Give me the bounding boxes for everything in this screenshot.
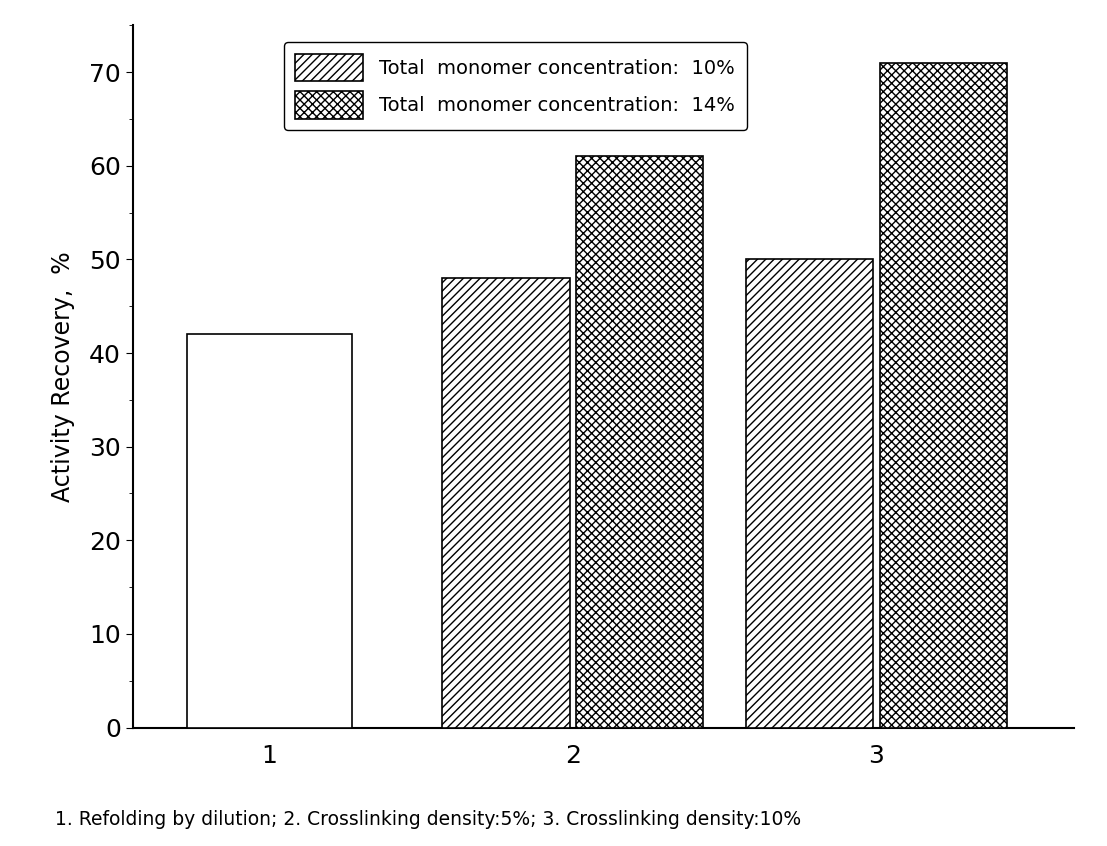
Legend: Total  monomer concentration:  10%, Total  monomer concentration:  14%: Total monomer concentration: 10%, Total …: [283, 42, 746, 130]
Bar: [576, 157, 703, 728]
Bar: [880, 63, 1007, 728]
Y-axis label: Activity Recovery,  %: Activity Recovery, %: [51, 251, 75, 502]
Bar: [443, 278, 570, 728]
Bar: [746, 260, 873, 728]
Text: 1. Refolding by dilution; 2. Crosslinking density:5%; 3. Crosslinking density:10: 1. Refolding by dilution; 2. Crosslinkin…: [55, 810, 801, 829]
Bar: [187, 334, 352, 728]
